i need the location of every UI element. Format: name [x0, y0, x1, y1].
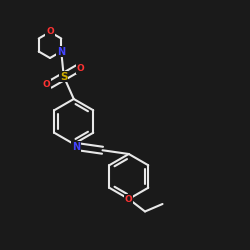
Text: N: N [72, 142, 80, 152]
Text: N: N [57, 46, 65, 56]
Text: O: O [125, 194, 133, 203]
Text: O: O [77, 64, 85, 73]
Text: O: O [46, 28, 54, 36]
Text: O: O [43, 80, 50, 89]
Text: S: S [60, 72, 68, 82]
